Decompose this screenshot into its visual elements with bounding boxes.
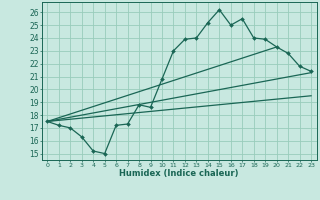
X-axis label: Humidex (Indice chaleur): Humidex (Indice chaleur) bbox=[119, 169, 239, 178]
